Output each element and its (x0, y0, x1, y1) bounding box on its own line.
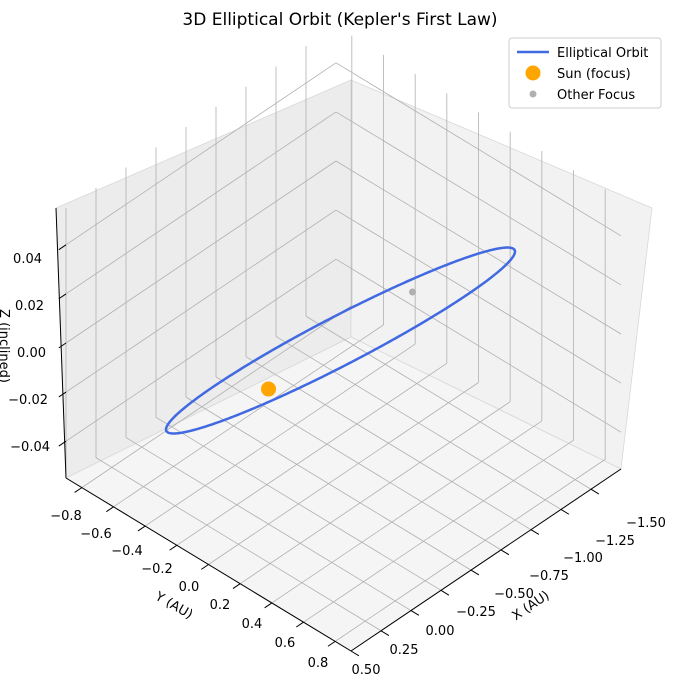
y-tick-label: 0.2 (210, 598, 231, 613)
x-tick-label: −0.75 (529, 569, 569, 584)
legend-box (508, 37, 662, 109)
x-tick-label: −1.50 (626, 516, 666, 531)
z-tick-label: 0.02 (15, 299, 44, 314)
grid-line (65, 209, 337, 393)
grid-line (65, 258, 337, 442)
y-tick-label: −0.8 (50, 509, 82, 524)
legend: Elliptical Orbit Sun (focus) Other Focus (508, 37, 662, 109)
grid-line (334, 459, 606, 642)
x-tick-mark (560, 509, 570, 515)
legend-sun-label: Sun (focus) (557, 67, 631, 82)
z-tick-label: −0.04 (10, 440, 50, 455)
grid-line (335, 160, 622, 335)
y-tick-mark (327, 640, 336, 647)
legend-orbit-label: Elliptical Orbit (557, 46, 648, 61)
z-tick-mark (58, 440, 67, 447)
x-tick-labels: −1.50 −1.25 −1.00 −0.75 −0.50 −0.25 0.00… (352, 516, 666, 678)
sun-point (261, 381, 276, 397)
z-tick-mark (58, 244, 67, 251)
grid-line (144, 343, 416, 527)
grid-line (335, 111, 622, 286)
x-tick-mark (470, 569, 480, 576)
z-axis-label: Z (inclined) (0, 309, 11, 383)
grid-line (239, 401, 511, 585)
x-tick-label: 0.00 (426, 624, 455, 639)
y-tick-mark (296, 621, 304, 628)
y-tick-labels: −0.8 −0.6 −0.4 −0.2 0.0 0.2 0.4 0.6 0.8 (50, 509, 328, 671)
z-tick-mark (58, 391, 67, 398)
y-tick-mark (169, 544, 178, 551)
z-tick-label: −0.02 (8, 393, 48, 408)
x-tick-label: 0.50 (352, 663, 381, 678)
grid-line (335, 258, 622, 433)
grid-line (113, 324, 384, 508)
legend-other-focus-swatch (529, 90, 537, 98)
grid-line (335, 209, 622, 384)
tick-marks (58, 244, 600, 657)
y-tick-mark (74, 487, 83, 493)
z-tick-labels: 0.04 0.02 0.00 −0.02 −0.04 (8, 252, 50, 455)
y-tick-mark (137, 525, 146, 532)
y-tick-label: 0.0 (179, 580, 200, 595)
z-tick-label: 0.00 (17, 346, 46, 361)
y-tick-label: 0.4 (242, 617, 263, 632)
grid-line (65, 111, 337, 295)
x-tick-label: −1.25 (595, 534, 635, 549)
grid-line (335, 62, 622, 237)
grid-line (208, 382, 479, 565)
y-tick-label: −0.2 (141, 562, 173, 577)
x-tick-mark (500, 549, 510, 556)
z-axis-line (55, 207, 67, 479)
z-tick-label: 0.04 (13, 252, 42, 267)
grid-line (65, 160, 337, 344)
x-tick-label: −0.50 (494, 587, 534, 602)
chart-title: 3D Elliptical Orbit (Kepler's First Law) (182, 10, 497, 30)
grid-line (65, 62, 337, 246)
grid-lines (65, 35, 622, 652)
z-tick-mark (58, 342, 67, 349)
x-tick-mark (380, 630, 390, 637)
x-tick-mark (590, 488, 600, 495)
grid-line (81, 305, 353, 488)
x-tick-mark (530, 529, 540, 535)
y-tick-mark (106, 506, 114, 513)
y-tick-label: −0.6 (80, 527, 112, 542)
x-tick-mark (410, 610, 420, 616)
y-tick-mark (232, 583, 241, 589)
grid-line (303, 439, 574, 623)
y-tick-label: 0.8 (308, 656, 329, 671)
y-tick-mark (201, 564, 209, 570)
orbit-line (164, 246, 517, 435)
grid-line (271, 420, 543, 604)
x-tick-mark (440, 589, 450, 596)
x-tick-label: 0.25 (390, 643, 419, 658)
legend-sun-swatch (525, 65, 541, 81)
other-focus-point (409, 288, 416, 296)
x-tick-mark (350, 650, 360, 657)
x-tick-label: −0.25 (456, 605, 496, 620)
z-tick-mark (58, 293, 67, 300)
legend-other-focus-label: Other Focus (557, 88, 635, 103)
y-tick-mark (264, 602, 273, 609)
y-tick-label: 0.6 (275, 636, 296, 651)
x-tick-label: −1.00 (563, 551, 603, 566)
grid-line (176, 362, 448, 546)
y-tick-label: −0.4 (111, 544, 143, 559)
x-axis-line (350, 468, 622, 652)
